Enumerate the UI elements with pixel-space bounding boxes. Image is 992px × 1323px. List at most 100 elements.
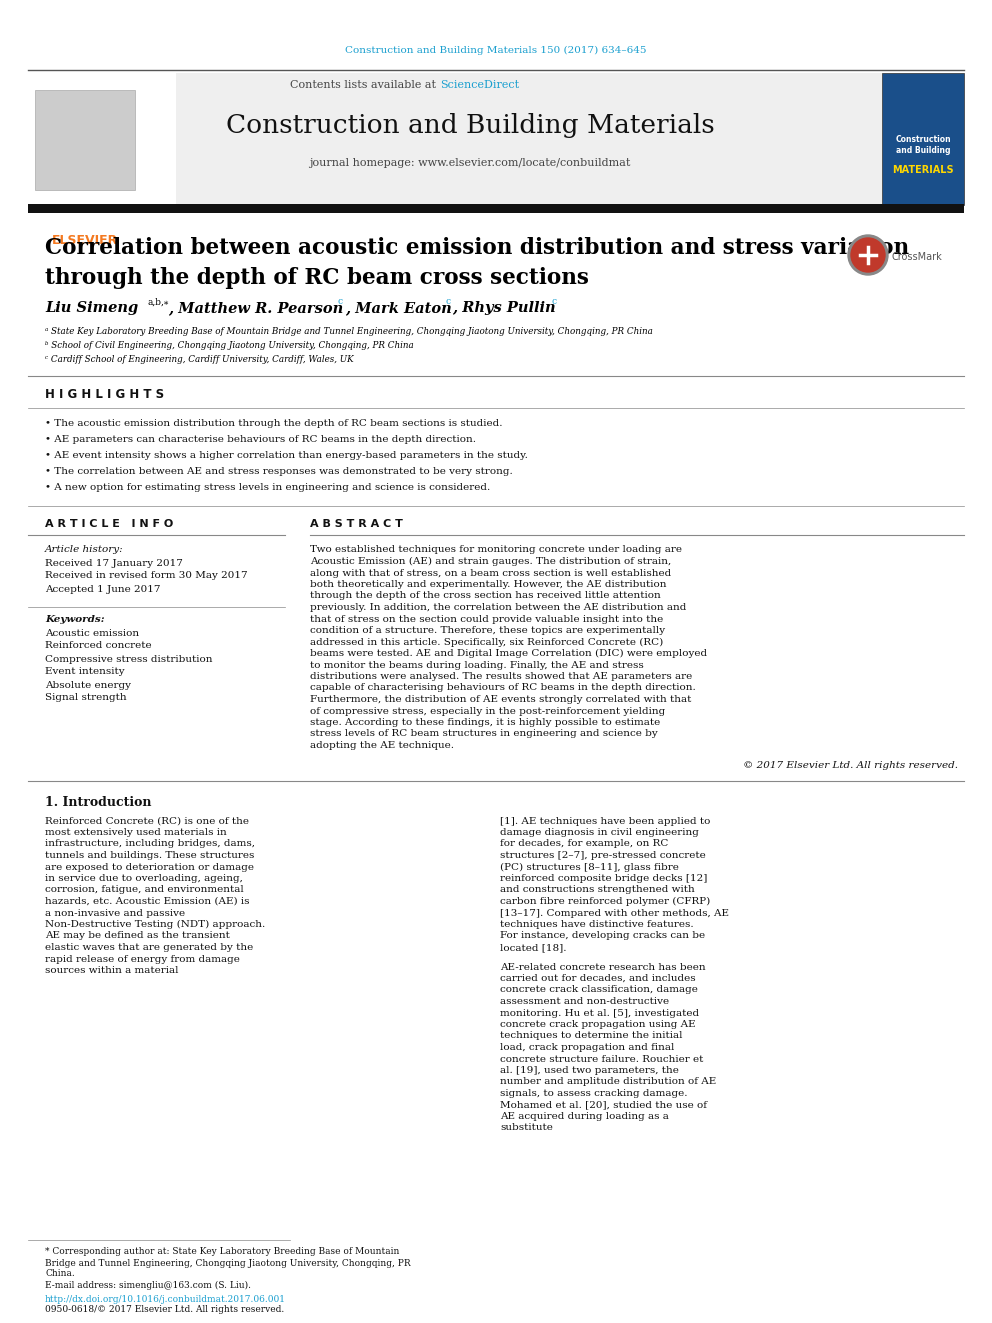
Text: along with that of stress, on a beam cross section is well established: along with that of stress, on a beam cro… — [310, 569, 672, 578]
Text: load, crack propagation and final: load, crack propagation and final — [500, 1043, 675, 1052]
Text: assessment and non-destructive: assessment and non-destructive — [500, 998, 670, 1005]
Text: Construction and Building Materials: Construction and Building Materials — [225, 112, 714, 138]
Bar — [28, 204, 964, 213]
Text: ᵇ School of Civil Engineering, Chongqing Jiaotong University, Chongqing, PR Chin: ᵇ School of Civil Engineering, Chongqing… — [45, 341, 414, 351]
Text: Signal strength: Signal strength — [45, 693, 127, 703]
Text: journal homepage: www.elsevier.com/locate/conbuildmat: journal homepage: www.elsevier.com/locat… — [310, 157, 631, 168]
Text: Compressive stress distribution: Compressive stress distribution — [45, 655, 212, 664]
Text: condition of a structure. Therefore, these topics are experimentally: condition of a structure. Therefore, the… — [310, 626, 665, 635]
Text: Two established techniques for monitoring concrete under loading are: Two established techniques for monitorin… — [310, 545, 682, 554]
Text: AE-related concrete research has been: AE-related concrete research has been — [500, 963, 705, 971]
Text: Construction and Building Materials 150 (2017) 634–645: Construction and Building Materials 150 … — [345, 45, 647, 54]
Text: of compressive stress, especially in the post-reinforcement yielding: of compressive stress, especially in the… — [310, 706, 666, 716]
Text: in service due to overloading, ageing,: in service due to overloading, ageing, — [45, 875, 243, 882]
Text: AE may be defined as the transient: AE may be defined as the transient — [45, 931, 230, 941]
Text: For instance, developing cracks can be: For instance, developing cracks can be — [500, 931, 705, 941]
Text: Acoustic Emission (AE) and strain gauges. The distribution of strain,: Acoustic Emission (AE) and strain gauges… — [310, 557, 672, 566]
Text: Correlation between acoustic emission distribution and stress variation: Correlation between acoustic emission di… — [45, 237, 909, 259]
Text: Contents lists available at: Contents lists available at — [291, 79, 440, 90]
Text: c: c — [338, 298, 343, 307]
Text: distributions were analysed. The results showed that AE parameters are: distributions were analysed. The results… — [310, 672, 692, 681]
Text: ᶜ Cardiff School of Engineering, Cardiff University, Cardiff, Wales, UK: ᶜ Cardiff School of Engineering, Cardiff… — [45, 356, 353, 365]
Text: , Mark Eaton: , Mark Eaton — [345, 302, 451, 315]
Text: signals, to assess cracking damage.: signals, to assess cracking damage. — [500, 1089, 687, 1098]
Text: sources within a material: sources within a material — [45, 966, 179, 975]
Text: to monitor the beams during loading. Finally, the AE and stress: to monitor the beams during loading. Fin… — [310, 660, 644, 669]
Text: http://dx.doi.org/10.1016/j.conbuildmat.2017.06.001: http://dx.doi.org/10.1016/j.conbuildmat.… — [45, 1294, 286, 1303]
Text: • AE parameters can characterise behaviours of RC beams in the depth direction.: • AE parameters can characterise behavio… — [45, 435, 476, 445]
Text: stage. According to these findings, it is highly possible to estimate: stage. According to these findings, it i… — [310, 718, 661, 728]
Text: concrete crack classification, damage: concrete crack classification, damage — [500, 986, 698, 995]
Text: beams were tested. AE and Digital Image Correlation (DIC) were employed: beams were tested. AE and Digital Image … — [310, 650, 707, 658]
Text: Keywords:: Keywords: — [45, 615, 104, 624]
Text: corrosion, fatigue, and environmental: corrosion, fatigue, and environmental — [45, 885, 244, 894]
Text: capable of characterising behaviours of RC beams in the depth direction.: capable of characterising behaviours of … — [310, 684, 695, 692]
Text: carbon fibre reinforced polymer (CFRP): carbon fibre reinforced polymer (CFRP) — [500, 897, 710, 906]
Text: Construction
and Building: Construction and Building — [895, 135, 950, 155]
Text: structures [2–7], pre-stressed concrete: structures [2–7], pre-stressed concrete — [500, 851, 705, 860]
Text: al. [19], used two parameters, the: al. [19], used two parameters, the — [500, 1066, 679, 1076]
Text: © 2017 Elsevier Ltd. All rights reserved.: © 2017 Elsevier Ltd. All rights reserved… — [743, 761, 958, 770]
Text: a,b,⁎: a,b,⁎ — [148, 298, 170, 307]
Text: damage diagnosis in civil engineering: damage diagnosis in civil engineering — [500, 828, 699, 837]
Text: most extensively used materials in: most extensively used materials in — [45, 828, 227, 837]
Text: China.: China. — [45, 1270, 74, 1278]
Text: stress levels of RC beam structures in engineering and science by: stress levels of RC beam structures in e… — [310, 729, 658, 738]
Text: A R T I C L E   I N F O: A R T I C L E I N F O — [45, 519, 174, 529]
Text: elastic waves that are generated by the: elastic waves that are generated by the — [45, 943, 253, 953]
Text: Received 17 January 2017: Received 17 January 2017 — [45, 558, 183, 568]
Text: addressed in this article. Specifically, six Reinforced Concrete (RC): addressed in this article. Specifically,… — [310, 638, 664, 647]
Text: MATERIALS: MATERIALS — [892, 165, 954, 175]
Text: rapid release of energy from damage: rapid release of energy from damage — [45, 954, 240, 963]
Text: that of stress on the section could provide valuable insight into the: that of stress on the section could prov… — [310, 614, 664, 623]
Text: Acoustic emission: Acoustic emission — [45, 628, 139, 638]
Text: ELSEVIER: ELSEVIER — [52, 233, 118, 246]
Text: are exposed to deterioration or damage: are exposed to deterioration or damage — [45, 863, 254, 872]
Text: [1]. AE techniques have been applied to: [1]. AE techniques have been applied to — [500, 816, 710, 826]
Text: Received in revised form 30 May 2017: Received in revised form 30 May 2017 — [45, 572, 248, 581]
Text: c: c — [551, 298, 557, 307]
Bar — [28, 73, 176, 205]
Text: E-mail address: simengliu@163.com (S. Liu).: E-mail address: simengliu@163.com (S. Li… — [45, 1281, 251, 1290]
Text: Absolute energy: Absolute energy — [45, 680, 131, 689]
Text: infrastructure, including bridges, dams,: infrastructure, including bridges, dams, — [45, 840, 255, 848]
Text: c: c — [446, 298, 451, 307]
Text: hazards, etc. Acoustic Emission (AE) is: hazards, etc. Acoustic Emission (AE) is — [45, 897, 250, 906]
Text: 1. Introduction: 1. Introduction — [45, 796, 152, 810]
Text: through the depth of the cross section has received little attention: through the depth of the cross section h… — [310, 591, 661, 601]
Text: tunnels and buildings. These structures: tunnels and buildings. These structures — [45, 851, 254, 860]
Text: number and amplitude distribution of AE: number and amplitude distribution of AE — [500, 1077, 716, 1086]
Text: carried out for decades, and includes: carried out for decades, and includes — [500, 974, 695, 983]
Circle shape — [848, 235, 888, 275]
Text: H I G H L I G H T S: H I G H L I G H T S — [45, 389, 164, 401]
Bar — [28, 73, 964, 205]
Text: (PC) structures [8–11], glass fibre: (PC) structures [8–11], glass fibre — [500, 863, 679, 872]
Text: located [18].: located [18]. — [500, 943, 566, 953]
Text: Bridge and Tunnel Engineering, Chongqing Jiaotong University, Chongqing, PR: Bridge and Tunnel Engineering, Chongqing… — [45, 1258, 411, 1267]
Text: monitoring. Hu et al. [5], investigated: monitoring. Hu et al. [5], investigated — [500, 1008, 699, 1017]
Text: Liu Simeng: Liu Simeng — [45, 302, 138, 315]
Text: Non-Destructive Testing (NDT) approach.: Non-Destructive Testing (NDT) approach. — [45, 919, 265, 929]
Text: A B S T R A C T: A B S T R A C T — [310, 519, 403, 529]
Text: Furthermore, the distribution of AE events strongly correlated with that: Furthermore, the distribution of AE even… — [310, 695, 691, 704]
Text: techniques have distinctive features.: techniques have distinctive features. — [500, 919, 693, 929]
Text: 0950-0618/© 2017 Elsevier Ltd. All rights reserved.: 0950-0618/© 2017 Elsevier Ltd. All right… — [45, 1306, 285, 1315]
Text: through the depth of RC beam cross sections: through the depth of RC beam cross secti… — [45, 267, 589, 288]
Text: both theoretically and experimentally. However, the AE distribution: both theoretically and experimentally. H… — [310, 579, 667, 589]
Text: reinforced composite bridge decks [12]: reinforced composite bridge decks [12] — [500, 875, 707, 882]
Text: for decades, for example, on RC: for decades, for example, on RC — [500, 840, 669, 848]
Text: ScienceDirect: ScienceDirect — [440, 79, 519, 90]
Text: AE acquired during loading as a: AE acquired during loading as a — [500, 1113, 669, 1121]
Text: and constructions strengthened with: and constructions strengthened with — [500, 885, 694, 894]
Circle shape — [851, 238, 885, 273]
Text: * Corresponding author at: State Key Laboratory Breeding Base of Mountain: * Corresponding author at: State Key Lab… — [45, 1248, 400, 1257]
Text: adopting the AE technique.: adopting the AE technique. — [310, 741, 454, 750]
Text: concrete structure failure. Rouchier et: concrete structure failure. Rouchier et — [500, 1054, 703, 1064]
Text: Accepted 1 June 2017: Accepted 1 June 2017 — [45, 585, 161, 594]
Text: Event intensity: Event intensity — [45, 668, 125, 676]
Text: Mohamed et al. [20], studied the use of: Mohamed et al. [20], studied the use of — [500, 1101, 707, 1110]
Text: , Matthew R. Pearson: , Matthew R. Pearson — [168, 302, 343, 315]
Text: Article history:: Article history: — [45, 545, 124, 554]
Text: CrossMark: CrossMark — [892, 251, 942, 262]
Text: Reinforced Concrete (RC) is one of the: Reinforced Concrete (RC) is one of the — [45, 816, 249, 826]
